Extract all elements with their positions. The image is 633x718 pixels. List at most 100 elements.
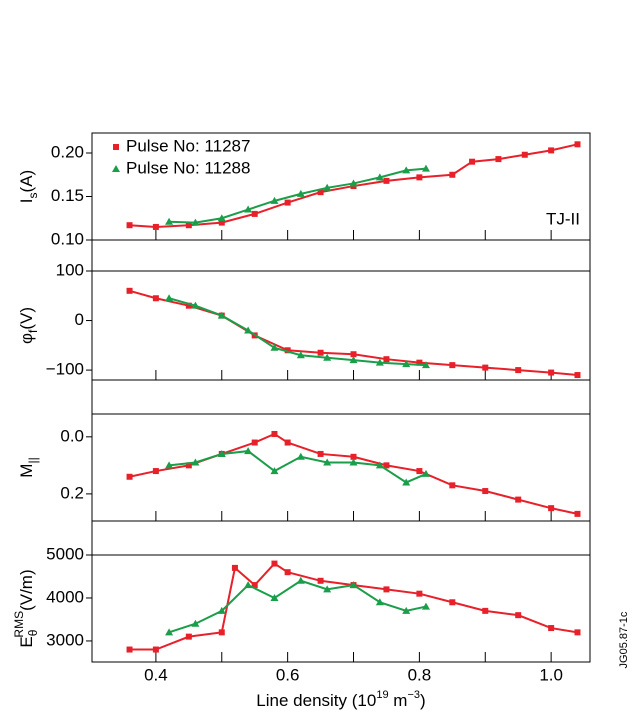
data-point: [375, 598, 384, 606]
data-point: [217, 214, 226, 222]
data-point: [185, 222, 192, 229]
data-point: [482, 607, 489, 614]
y-tick-label: −100: [46, 360, 84, 379]
y-axis-label: EθRMS(V/m): [12, 569, 40, 647]
data-point: [574, 372, 581, 379]
y-axis-label: φf(V): [17, 307, 40, 344]
y-tick-label: 4000: [46, 587, 84, 606]
series-line: [129, 143, 578, 228]
data-point: [402, 166, 411, 174]
data-point: [271, 560, 278, 567]
data-point: [270, 467, 279, 475]
data-point: [251, 582, 258, 589]
data-point: [296, 452, 305, 460]
data-point: [402, 360, 411, 368]
data-point: [296, 576, 305, 584]
data-point: [284, 439, 291, 446]
data-point: [152, 646, 159, 653]
data-point: [244, 205, 253, 213]
data-point: [350, 453, 357, 460]
data-point: [218, 629, 225, 636]
data-point: [152, 295, 159, 302]
y-tick-label: 0.20: [51, 142, 84, 161]
data-point: [416, 590, 423, 597]
data-point: [548, 369, 555, 376]
data-point: [126, 222, 133, 229]
y-label-main: M: [17, 464, 36, 478]
data-point: [383, 586, 390, 593]
data-point: [402, 478, 411, 486]
data-point: [383, 177, 390, 184]
data-point: [349, 356, 358, 364]
y-axis-label: Is(A): [17, 170, 40, 203]
data-point: [317, 189, 324, 196]
x-tick-label: 0.4: [144, 665, 168, 684]
data-point: [521, 151, 528, 158]
data-point: [152, 223, 159, 230]
data-point: [574, 141, 581, 148]
data-point: [251, 439, 258, 446]
data-point: [152, 468, 159, 475]
data-point: [317, 450, 324, 457]
x-label-part: m: [389, 691, 408, 710]
y-axis-label: M||: [17, 457, 40, 477]
panel-frame: [91, 270, 591, 381]
data-point: [375, 358, 384, 366]
x-label-part: ): [420, 691, 426, 710]
data-point: [165, 217, 174, 225]
x-label-part: Line density (10: [256, 691, 376, 710]
data-point: [165, 461, 174, 469]
x-axis-label: Line density (1019 m−3): [256, 689, 425, 711]
data-point: [191, 458, 200, 466]
data-point: [349, 581, 358, 589]
data-point: [191, 218, 200, 226]
data-point: [244, 326, 253, 334]
data-point: [548, 505, 555, 512]
legend-label: Pulse No: 11288: [126, 158, 250, 177]
y-tick-label: 3000: [46, 630, 84, 649]
data-point: [402, 606, 411, 614]
series-line: [168, 297, 427, 367]
data-point: [421, 602, 430, 610]
panel-frame: [91, 132, 591, 241]
data-point: [217, 449, 226, 457]
x-label-exp: −3: [407, 689, 420, 701]
data-point: [383, 462, 390, 469]
data-point: [515, 612, 522, 619]
y-label-main: E: [17, 636, 36, 647]
annotation: TJ-II: [546, 209, 580, 228]
legend-label: Pulse No: 11287: [126, 136, 250, 155]
data-point: [421, 164, 430, 172]
data-point: [323, 458, 332, 466]
data-point: [449, 171, 456, 178]
data-point: [296, 351, 305, 359]
y-label-unit: (V): [17, 307, 36, 330]
y-label-sub: s: [26, 192, 40, 198]
data-point: [317, 577, 324, 584]
data-point: [284, 347, 291, 354]
y-tick-label: 5000: [46, 544, 84, 563]
series-line: [129, 562, 578, 651]
data-point: [191, 619, 200, 627]
data-point: [317, 349, 324, 356]
data-point: [548, 147, 555, 154]
data-point: [231, 564, 238, 571]
data-point: [323, 585, 332, 593]
data-point: [375, 173, 384, 181]
data-point: [126, 287, 133, 294]
y-label-unit: (A): [17, 170, 36, 193]
y-label-unit: (V/m): [17, 569, 36, 611]
data-point: [126, 646, 133, 653]
data-point: [449, 599, 456, 606]
x-label-exp: 19: [376, 689, 388, 701]
data-point: [251, 210, 258, 217]
data-point: [270, 593, 279, 601]
data-point: [421, 469, 430, 477]
data-point: [574, 510, 581, 517]
data-point: [244, 581, 253, 589]
y-tick-label: 0: [75, 310, 84, 329]
data-point: [449, 362, 456, 369]
data-point: [185, 302, 192, 309]
data-point: [416, 174, 423, 181]
series-line: [129, 432, 578, 515]
